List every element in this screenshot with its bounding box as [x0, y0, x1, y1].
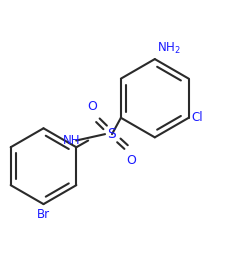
Text: O: O: [88, 100, 97, 113]
Text: Cl: Cl: [192, 111, 203, 124]
Text: O: O: [127, 154, 137, 167]
Text: Br: Br: [37, 208, 50, 221]
Text: NH$_2$: NH$_2$: [157, 41, 181, 56]
Text: NH: NH: [63, 134, 80, 147]
Text: S: S: [108, 127, 116, 141]
